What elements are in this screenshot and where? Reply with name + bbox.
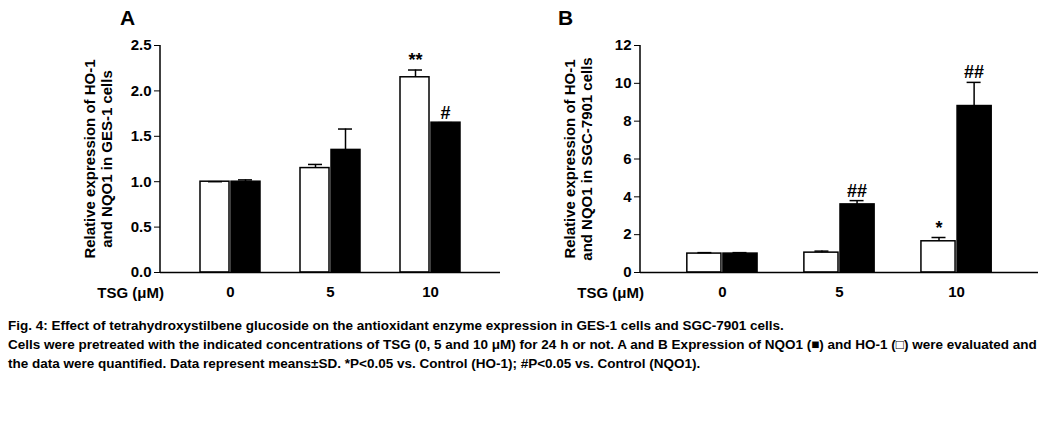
html-text:Cells were pretreated with the: Cells were pretreated with the indicated…	[8, 337, 1037, 371]
svg-text:4: 4	[623, 188, 632, 205]
svg-text:**: **	[408, 50, 422, 70]
svg-text:0.0: 0.0	[131, 263, 152, 280]
svg-text:12: 12	[615, 36, 632, 53]
svg-text:0.5: 0.5	[131, 218, 152, 235]
svg-text:10: 10	[615, 74, 632, 91]
svg-text:1.5: 1.5	[131, 127, 152, 144]
html-text:B: B	[558, 6, 574, 29]
html-text:Relative expression of HO-1 an: Relative expression of HO-1 and NQO1 in …	[80, 58, 115, 259]
svg-text:5: 5	[835, 283, 843, 300]
svg-text:#: #	[440, 103, 450, 123]
svg-text:0: 0	[718, 283, 726, 300]
svg-text:##: ##	[964, 62, 984, 82]
svg-text:2: 2	[623, 225, 631, 242]
svg-text:*: *	[935, 218, 942, 238]
svg-text:0: 0	[226, 283, 234, 300]
svg-text:##: ##	[847, 181, 867, 201]
svg-text:8: 8	[623, 112, 631, 129]
svg-text:0: 0	[623, 263, 631, 280]
svg-text:2.5: 2.5	[131, 36, 152, 53]
svg-text:6: 6	[623, 150, 631, 167]
svg-text:5: 5	[326, 283, 334, 300]
svg-text:10: 10	[948, 283, 965, 300]
svg-text:2.0: 2.0	[131, 82, 152, 99]
html-text:Fig. 4: Effect of tetrahydroxy: Fig. 4: Effect of tetrahydroxystilbene g…	[8, 318, 784, 333]
html-text:A: A	[120, 6, 136, 29]
html-text:TSG (μM): TSG (μM)	[577, 284, 644, 301]
svg-text:10: 10	[422, 283, 439, 300]
html-text:Relative expression of HO-1 an: Relative expression of HO-1 and NQO1 in …	[560, 56, 595, 261]
html-text:TSG (μM): TSG (μM)	[97, 284, 164, 301]
svg-text:1.0: 1.0	[131, 173, 152, 190]
